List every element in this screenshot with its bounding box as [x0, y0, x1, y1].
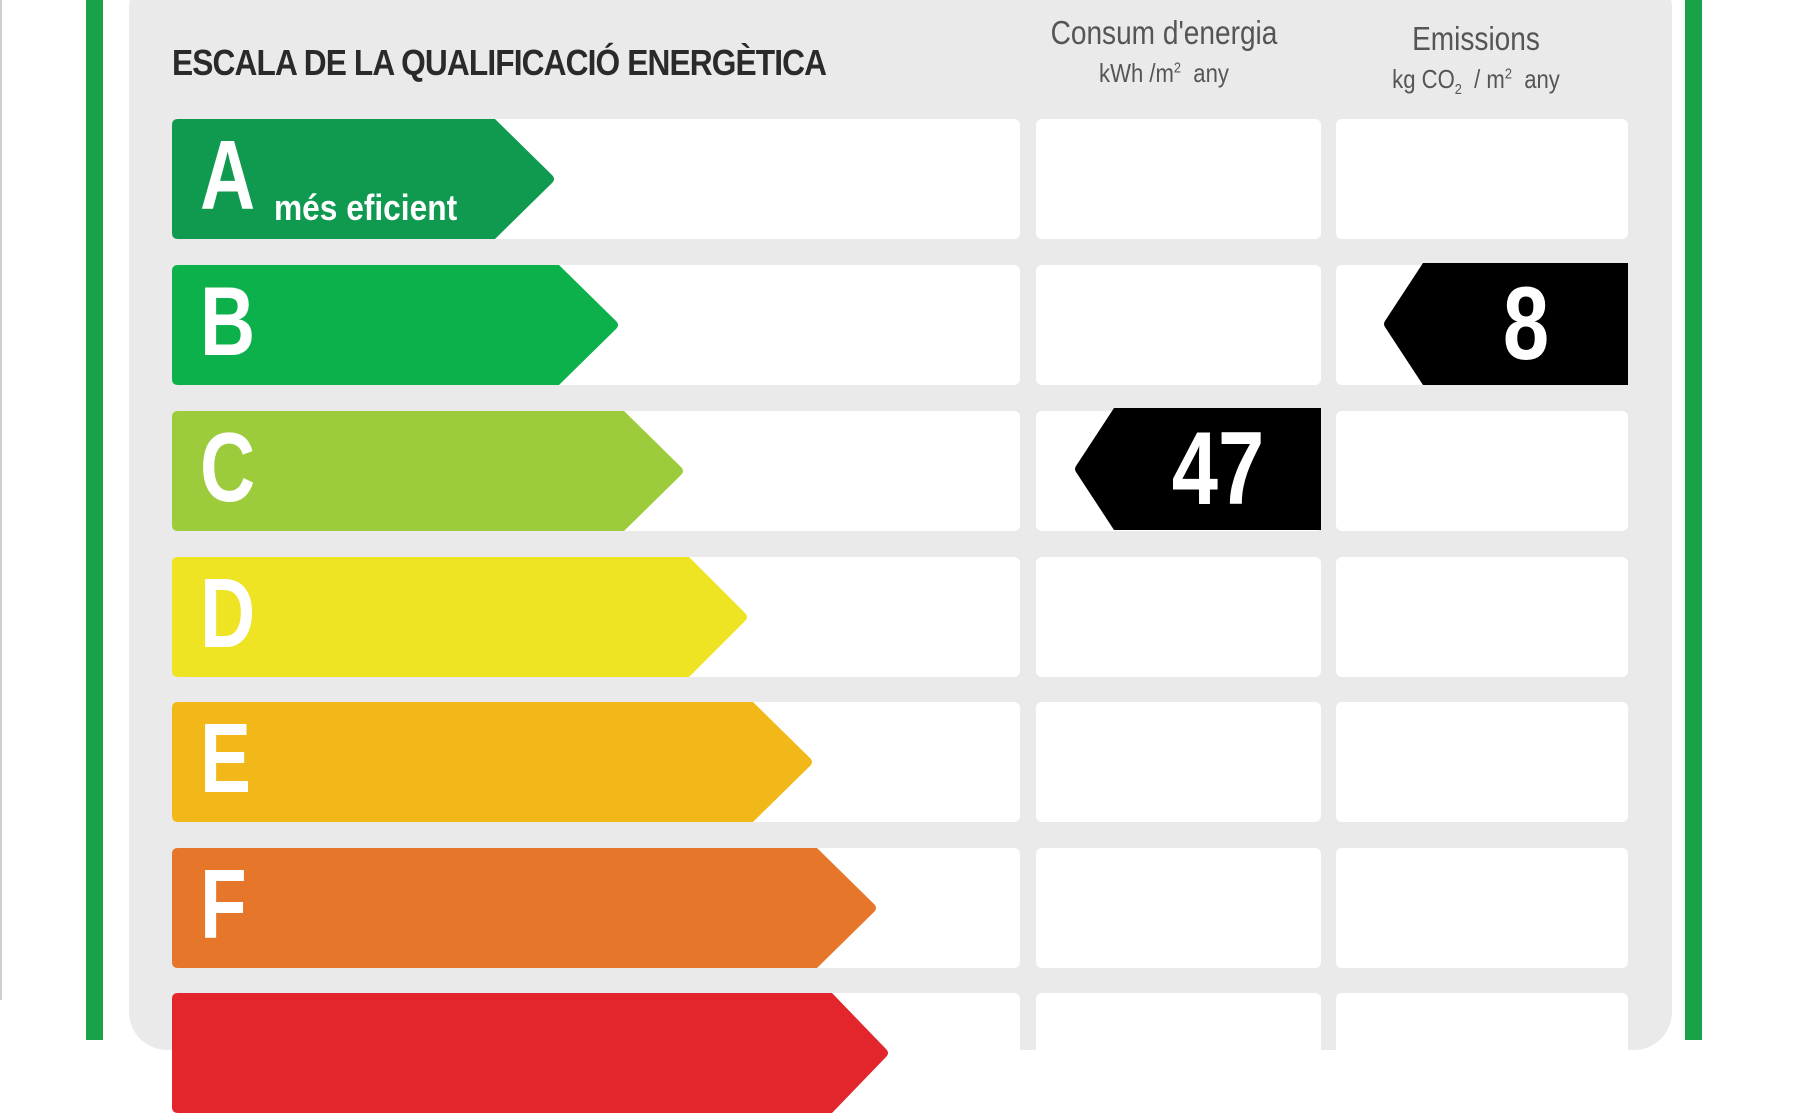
- energy-cell-e: [1036, 702, 1321, 822]
- label-frame: [86, 0, 1702, 1040]
- emissions-marker: 8: [1383, 263, 1628, 385]
- energy-marker-shape: [1075, 408, 1321, 530]
- emissions-column-header: Emissions kg CO2 / m2 any: [1340, 20, 1612, 98]
- arrow-shape-c: [172, 411, 683, 531]
- emissions-column-unit: kg CO2 / m2 any: [1392, 64, 1560, 99]
- emissions-cell-e: [1336, 702, 1628, 822]
- left-edge-line: [0, 0, 2, 1000]
- energy-consumption-marker: 47: [1074, 408, 1321, 530]
- energy-cell-f: [1036, 848, 1321, 968]
- rating-letter-f: F: [200, 849, 247, 959]
- energy-column-title: Consum d'energia: [1050, 14, 1278, 51]
- rating-letter-b: B: [200, 266, 256, 376]
- energy-cell-g: [1036, 993, 1321, 1113]
- rating-letter-c: C: [200, 412, 256, 522]
- arrow-shape-f: [172, 848, 876, 968]
- emissions-cell-c: [1336, 411, 1628, 531]
- rating-letter-d: D: [200, 558, 256, 668]
- energy-cell-b: [1036, 265, 1321, 385]
- arrow-shape-d: [172, 557, 747, 677]
- energy-column-unit: kWh /m2 any: [1099, 58, 1229, 88]
- arrow-shape-e: [172, 702, 812, 822]
- energy-column-header: Consum d'energia kWh /m2 any: [1028, 14, 1300, 89]
- energy-consumption-value: 47: [1171, 411, 1265, 527]
- emissions-cell-a: [1336, 119, 1628, 239]
- arrow-shape-g: [172, 993, 888, 1113]
- arrow-shape-b: [172, 265, 618, 385]
- emissions-cell-f: [1336, 848, 1628, 968]
- emissions-cell-g: [1336, 993, 1628, 1113]
- emissions-value: 8: [1502, 266, 1550, 382]
- rating-letter-a: A: [200, 120, 256, 230]
- emissions-cell-d: [1336, 557, 1628, 677]
- energy-cell-d: [1036, 557, 1321, 677]
- arrow-shape-a: [172, 119, 554, 239]
- emissions-marker-shape: [1384, 263, 1628, 385]
- rating-sublabel-a: més eficient: [274, 187, 458, 228]
- energy-cell-a: [1036, 119, 1321, 239]
- emissions-column-title: Emissions: [1412, 20, 1540, 57]
- rating-letter-e: E: [200, 703, 251, 813]
- scale-title: ESCALA DE LA QUALIFICACIÓ ENERGÈTICA: [172, 42, 827, 83]
